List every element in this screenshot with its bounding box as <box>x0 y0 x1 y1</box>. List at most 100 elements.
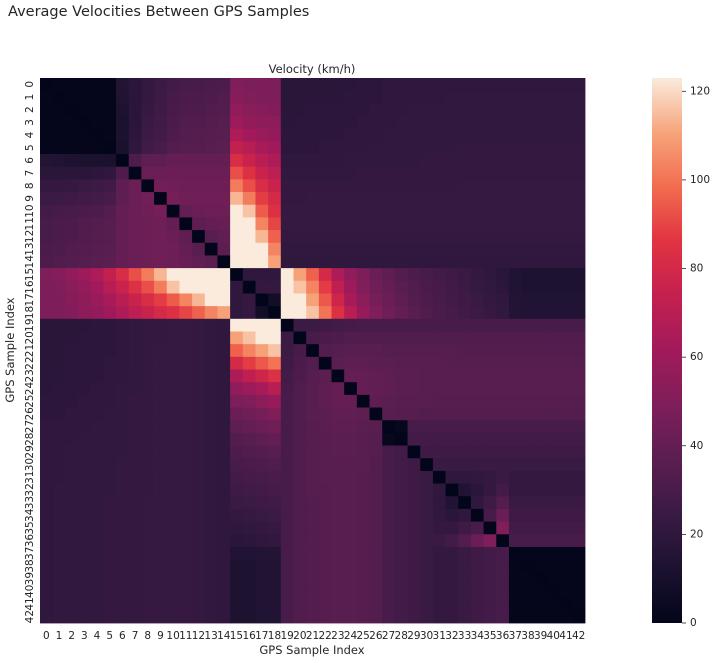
heatmap-cell <box>141 230 155 244</box>
x-tick-label: 0 <box>43 630 50 642</box>
heatmap-cell <box>78 546 92 561</box>
heatmap-cell <box>420 116 434 130</box>
heatmap-cell <box>458 103 472 117</box>
heatmap-cell <box>293 128 307 142</box>
heatmap-cell <box>141 116 155 130</box>
heatmap-cell <box>521 483 535 497</box>
heatmap-cell <box>331 268 345 282</box>
colorbar <box>652 78 682 623</box>
heatmap-cell <box>470 90 484 104</box>
heatmap-cell <box>306 420 320 434</box>
heatmap-cell <box>141 344 155 358</box>
heatmap-cell <box>508 318 523 332</box>
heatmap-cell <box>116 293 130 307</box>
heatmap-cell <box>356 204 370 218</box>
heatmap-cell <box>52 407 66 421</box>
heatmap-cell <box>508 103 523 117</box>
heatmap-cell <box>204 318 218 332</box>
heatmap-cell <box>534 154 548 168</box>
heatmap-cell <box>52 90 66 104</box>
heatmap-cell <box>179 166 193 180</box>
heatmap-cell <box>192 166 206 180</box>
heatmap-cell <box>331 78 345 92</box>
heatmap-cell <box>572 584 586 599</box>
heatmap-cell <box>496 610 510 624</box>
heatmap-cell <box>420 483 434 497</box>
heatmap-cell <box>344 546 358 561</box>
heatmap-cell <box>40 356 54 370</box>
heatmap-cell <box>369 103 383 117</box>
heatmap-cell <box>394 420 408 434</box>
heatmap-cell <box>217 496 231 510</box>
heatmap-cell <box>420 128 434 142</box>
heatmap-cell <box>192 597 206 611</box>
y-tick-label: 29 <box>24 445 36 458</box>
heatmap-cell <box>293 344 307 358</box>
heatmap-cell <box>344 306 358 320</box>
heatmap-cell <box>40 204 54 218</box>
heatmap-cell <box>470 154 484 168</box>
heatmap-cell <box>65 166 79 180</box>
heatmap-cell <box>331 90 345 104</box>
heatmap-cell <box>192 508 206 522</box>
heatmap-cell <box>382 597 396 611</box>
heatmap-cell <box>546 293 561 307</box>
heatmap-cell <box>255 420 269 434</box>
heatmap-cell <box>344 128 358 142</box>
heatmap-cell <box>407 90 421 104</box>
y-tick-label: 25 <box>24 395 36 408</box>
heatmap-cell <box>78 166 92 180</box>
heatmap-cell <box>420 584 434 599</box>
heatmap-cell <box>242 192 256 206</box>
heatmap-cell <box>382 420 396 434</box>
heatmap-cell <box>318 255 332 269</box>
heatmap-cell <box>382 521 396 535</box>
heatmap-cell <box>204 103 218 117</box>
heatmap-cell <box>90 128 104 142</box>
heatmap-cell <box>331 432 345 446</box>
heatmap-cell <box>572 141 586 155</box>
heatmap-cell <box>280 420 294 434</box>
heatmap-cell <box>78 534 92 548</box>
heatmap-cell <box>141 356 155 370</box>
heatmap-cell <box>534 179 548 193</box>
heatmap-cell <box>242 90 256 104</box>
heatmap-cell <box>508 572 523 586</box>
heatmap-cell <box>369 166 383 180</box>
heatmap-cell <box>204 420 218 434</box>
heatmap-cell <box>306 293 320 307</box>
heatmap-cell <box>78 179 92 193</box>
heatmap-cell <box>331 470 345 484</box>
heatmap-cell <box>432 496 446 510</box>
heatmap-cell <box>154 356 168 370</box>
heatmap-cell <box>116 483 130 497</box>
heatmap-cell <box>141 179 155 193</box>
heatmap-cell <box>179 280 193 294</box>
heatmap-cell <box>128 445 142 459</box>
heatmap-cell <box>128 116 142 130</box>
heatmap-cell <box>103 128 117 142</box>
heatmap-cell <box>65 508 79 522</box>
heatmap-cell <box>179 382 193 396</box>
heatmap-cell <box>90 192 104 206</box>
heatmap-cell <box>116 572 130 586</box>
heatmap-cell <box>521 458 535 472</box>
heatmap-cell <box>458 597 472 611</box>
heatmap-cell <box>179 331 193 345</box>
heatmap-cell <box>344 293 358 307</box>
heatmap-cell <box>230 356 244 370</box>
heatmap-cell <box>394 179 408 193</box>
heatmap-cell <box>458 483 472 497</box>
heatmap-cell <box>546 141 561 155</box>
heatmap-cell <box>192 445 206 459</box>
heatmap-cell <box>128 483 142 497</box>
heatmap-cell <box>192 534 206 548</box>
heatmap-cell <box>318 306 332 320</box>
heatmap-cell <box>483 293 497 307</box>
heatmap-cell <box>382 508 396 522</box>
heatmap-cell <box>369 559 383 573</box>
heatmap-cell <box>356 242 370 256</box>
x-tick-label: 41 <box>559 630 572 642</box>
heatmap-cell <box>496 141 510 155</box>
heatmap-cell <box>559 521 573 535</box>
